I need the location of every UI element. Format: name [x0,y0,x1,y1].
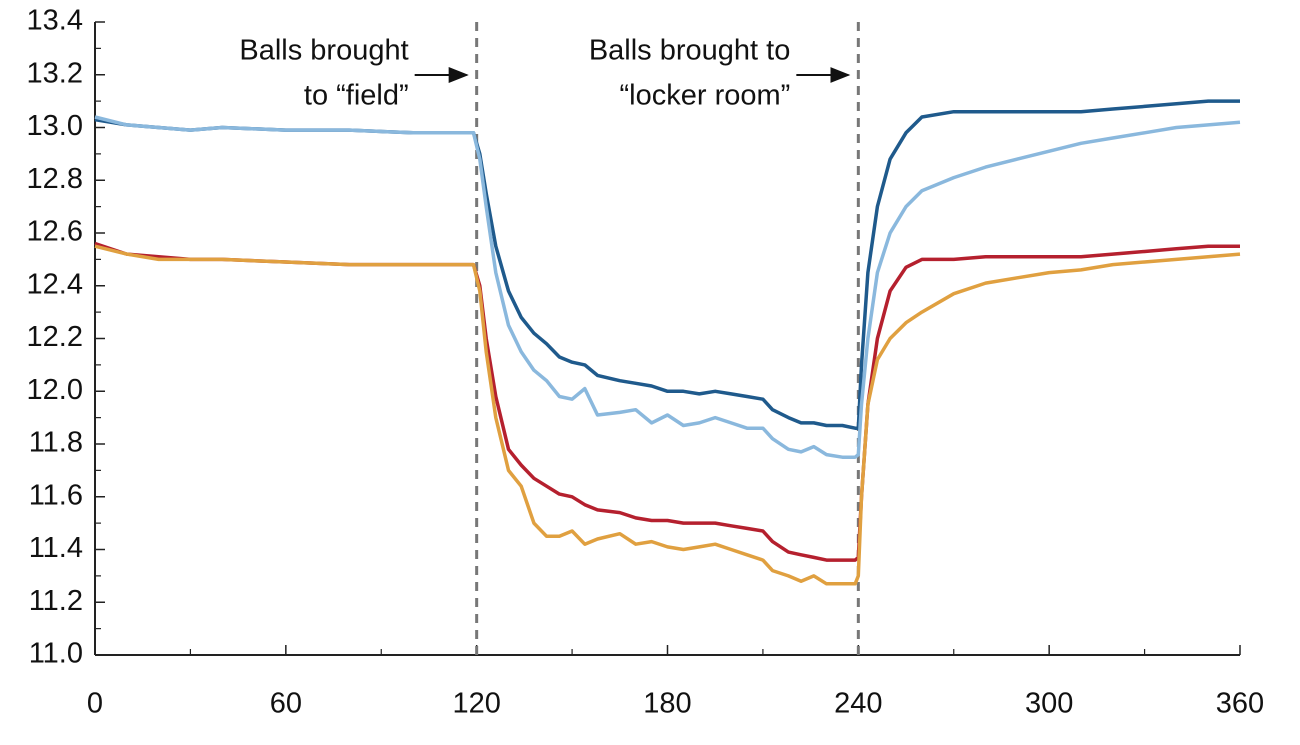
annotation: Balls brought to [589,35,791,67]
data-line [94,244,1241,586]
data-line [94,99,1240,430]
y-tick-label: 12.2 [27,321,83,353]
y-tick-label: 12.8 [27,163,83,195]
y-tick-label: 11.0 [29,638,83,670]
y-tick-label: 13.2 [27,57,83,89]
data-line [94,241,1240,562]
y-tick-label: 11.2 [29,585,83,617]
x-tick-label: 0 [87,688,103,720]
annotation: Balls brought [239,35,408,67]
x-tick-label: 120 [452,688,500,720]
y-tick-label: 12.4 [27,268,83,300]
annotation: “locker room” [620,80,791,112]
x-tick-label: 300 [1025,688,1073,720]
y-tick-label: 12.6 [27,216,83,248]
y-tick-label: 11.8 [29,427,83,459]
x-tick-label: 180 [643,688,691,720]
y-tick-label: 11.6 [29,479,83,511]
x-tick-label: 240 [834,688,882,720]
y-tick-label: 13.4 [27,5,83,37]
y-tick-label: 11.4 [29,532,83,564]
y-tick-label: 12.0 [27,374,83,406]
x-tick-label: 60 [270,688,302,720]
data-line [94,115,1241,459]
annotation: to “field” [304,80,409,112]
y-tick-label: 13.0 [27,110,83,142]
x-tick-label: 360 [1216,688,1264,720]
